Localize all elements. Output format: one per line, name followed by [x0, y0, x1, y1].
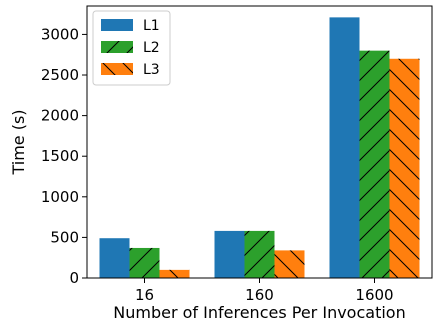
bar-l1-16 [99, 238, 130, 278]
x-tick-label: 160 [245, 286, 274, 304]
bar-hatch-l3-160 [274, 250, 305, 278]
y-tick-label: 3000 [41, 25, 79, 43]
legend-label-l2: L2 [143, 40, 160, 56]
y-tick-label: 1000 [41, 188, 79, 206]
x-axis-title: Number of Inferences Per Invocation [113, 303, 405, 322]
legend-label-l3: L3 [143, 62, 160, 78]
y-axis-ticks: 0 500 1000 1500 2000 2500 3000 [41, 25, 87, 287]
bar-hatch-l2-16 [129, 247, 160, 278]
bars-group [99, 17, 420, 279]
legend-swatch-l1 [101, 19, 133, 31]
bar-hatch-l2-160 [244, 230, 275, 278]
x-axis-ticks: 16 160 1600 [135, 278, 394, 304]
x-tick-label: 16 [135, 286, 154, 304]
plot-frame [86, 5, 433, 279]
y-tick-label: 2500 [41, 66, 79, 84]
y-axis-title: Time (s) [9, 109, 28, 175]
bar-l1-1600 [329, 17, 360, 279]
bar-hatch-l2-1600 [359, 50, 390, 279]
y-tick-label: 0 [69, 269, 79, 287]
x-tick-label: 1600 [355, 286, 393, 304]
legend-swatch-hatch-l3 [101, 63, 133, 75]
y-tick-label: 1500 [41, 147, 79, 165]
legend-label-l1: L1 [143, 18, 160, 34]
legend-swatch-hatch-l2 [101, 41, 133, 53]
bar-l1-160 [214, 230, 245, 278]
bar-hatch-l3-1600 [389, 58, 420, 278]
y-tick-label: 500 [50, 228, 79, 246]
bar-hatch-l3-16 [159, 269, 190, 278]
y-tick-label: 2000 [41, 107, 79, 125]
legend: L1 L2 L3 [92, 10, 171, 86]
